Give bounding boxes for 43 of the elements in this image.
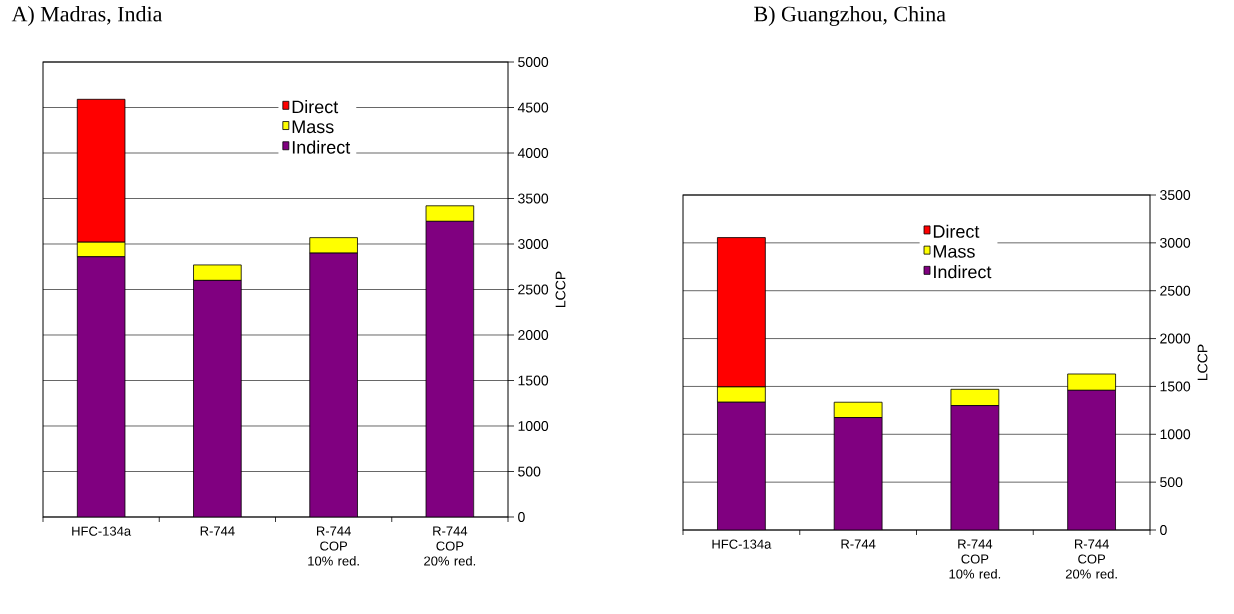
x-tick-label: R-744 bbox=[200, 526, 235, 536]
chart-title: A) Madras, India bbox=[11, 6, 163, 26]
x-tick-label: R-744 COP 20% red. bbox=[1065, 539, 1117, 579]
x-tick-label: HFC-134a bbox=[712, 539, 772, 549]
x-tick-label: HFC-134a bbox=[72, 526, 132, 536]
bar bbox=[425, 220, 475, 517]
x-tick-label: R-744 bbox=[841, 539, 876, 549]
y-tick-label: 2000 bbox=[1160, 333, 1191, 344]
y-tick-label: 0 bbox=[1160, 525, 1167, 535]
y-tick-label: 3000 bbox=[518, 239, 549, 249]
legend-label: Direct bbox=[933, 224, 980, 238]
y-tick-label: 500 bbox=[518, 466, 541, 477]
y-tick-label: 4000 bbox=[517, 148, 549, 158]
y-tick-label: 5000 bbox=[518, 57, 549, 67]
y-tick-label: 2500 bbox=[518, 284, 549, 295]
x-tick-label: R-744 COP 10% red. bbox=[949, 539, 1001, 579]
bar bbox=[193, 264, 242, 281]
y-tick-label: 3000 bbox=[1160, 237, 1191, 248]
legend-label: Mass bbox=[292, 120, 334, 134]
legend-label: Indirect bbox=[934, 265, 992, 279]
y-axis-title: LCCP bbox=[555, 271, 566, 308]
y-tick-label: 3500 bbox=[1160, 190, 1191, 200]
bar bbox=[193, 280, 242, 517]
bar bbox=[309, 237, 358, 254]
chart-title: B) Guangzhou, China bbox=[754, 6, 946, 27]
y-tick-label: 1000 bbox=[1160, 429, 1191, 440]
y-tick-label: 2000 bbox=[518, 330, 549, 340]
legend-label: Indirect bbox=[292, 140, 351, 154]
y-tick-label: 4500 bbox=[517, 102, 549, 113]
legend-label: Mass bbox=[933, 245, 975, 258]
bar bbox=[76, 256, 126, 517]
y-tick-label: 3500 bbox=[518, 193, 549, 204]
y-tick-label: 1500 bbox=[1160, 381, 1191, 392]
y-tick-label: 0 bbox=[518, 512, 525, 522]
bar bbox=[309, 252, 358, 517]
y-tick-label: 500 bbox=[1160, 477, 1183, 488]
y-tick-label: 2500 bbox=[1160, 285, 1191, 296]
y-axis-title: LCCP bbox=[1197, 344, 1208, 381]
legend-label: Direct bbox=[292, 100, 339, 114]
x-tick-label: R-744 COP 20% red. bbox=[424, 526, 476, 566]
y-tick-label: 1000 bbox=[518, 421, 549, 431]
y-tick-label: 1500 bbox=[518, 375, 549, 386]
x-tick-label: R-744 COP 10% red. bbox=[308, 526, 359, 566]
